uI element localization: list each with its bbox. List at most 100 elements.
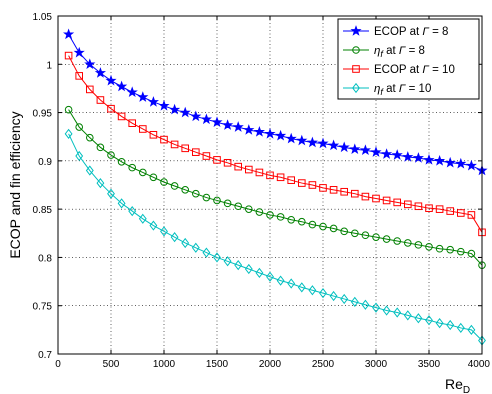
data-point — [393, 307, 402, 318]
series-line — [68, 133, 483, 341]
data-point — [137, 91, 149, 102]
series-1 — [63, 28, 488, 176]
data-point — [190, 110, 202, 122]
legend-label: ECOP at Γ = 8 — [374, 26, 448, 38]
data-point — [446, 245, 455, 254]
data-point — [170, 182, 179, 190]
data-point — [234, 162, 242, 171]
data-point — [213, 196, 221, 205]
legend-entry-3: ECOP at Γ = 10 — [343, 64, 455, 76]
data-point — [467, 211, 476, 219]
data-point — [149, 173, 158, 182]
data-point — [234, 260, 243, 271]
y-tick-label: 0.75 — [33, 302, 53, 313]
data-point — [202, 193, 211, 202]
data-point — [446, 319, 455, 331]
data-point — [359, 144, 371, 155]
data-point — [391, 149, 403, 160]
data-point — [63, 28, 75, 40]
data-point — [85, 165, 94, 176]
series-2 — [64, 105, 486, 269]
data-point — [425, 243, 433, 251]
data-point — [308, 285, 317, 296]
series-line — [68, 34, 483, 171]
y-tick-label: 0.95 — [33, 109, 53, 120]
y-tick-label: 0.7 — [38, 350, 52, 361]
data-point — [308, 220, 317, 229]
data-point — [94, 67, 106, 78]
data-series — [63, 28, 488, 346]
data-point — [351, 189, 359, 198]
data-point — [423, 154, 435, 165]
data-point — [223, 199, 232, 208]
data-point — [139, 125, 147, 133]
data-point — [287, 215, 296, 224]
x-tick-label: 500 — [103, 359, 120, 370]
data-point — [306, 136, 318, 148]
legend-marker — [352, 65, 360, 73]
x-tick-label: 0 — [55, 359, 61, 370]
data-point — [287, 176, 295, 184]
data-point — [202, 247, 211, 258]
data-point — [467, 324, 476, 335]
y-tick-label: 1.05 — [33, 12, 53, 23]
data-point — [435, 244, 444, 253]
data-point — [266, 171, 274, 180]
data-point — [170, 232, 179, 243]
data-point — [75, 123, 83, 131]
series-4 — [64, 128, 486, 346]
data-point — [128, 163, 136, 172]
data-point — [96, 143, 105, 152]
data-point — [275, 129, 287, 141]
data-point — [349, 143, 361, 155]
data-point — [285, 132, 297, 144]
data-point — [211, 116, 223, 127]
data-point — [96, 96, 105, 104]
data-point — [340, 187, 348, 196]
data-point — [160, 135, 168, 144]
data-point — [116, 80, 128, 92]
data-point — [192, 189, 200, 198]
data-point — [372, 302, 380, 313]
data-point — [446, 207, 454, 215]
data-point — [393, 237, 402, 245]
data-point — [105, 74, 117, 86]
data-point — [264, 127, 276, 139]
data-point — [329, 290, 338, 302]
data-point — [467, 249, 476, 258]
data-point — [297, 282, 306, 293]
data-point — [329, 186, 338, 194]
data-point — [245, 205, 253, 213]
legend-entry-1: ECOP at Γ = 8 — [343, 25, 448, 38]
data-point — [202, 152, 211, 160]
data-point — [296, 134, 308, 146]
series-line — [68, 55, 483, 233]
data-point — [298, 179, 306, 187]
data-point — [412, 152, 424, 163]
data-point — [200, 113, 212, 125]
data-point — [245, 165, 253, 174]
data-point — [435, 317, 444, 329]
data-point — [222, 119, 234, 130]
data-point — [147, 96, 159, 107]
data-point — [425, 315, 433, 326]
legend-marker — [350, 25, 362, 36]
data-point — [361, 192, 370, 201]
data-point — [84, 58, 96, 70]
data-point — [158, 99, 170, 111]
y-tick-label: 0.8 — [38, 253, 52, 264]
data-point — [64, 51, 73, 60]
data-point — [317, 137, 329, 149]
data-point — [444, 156, 456, 168]
data-point — [117, 198, 126, 209]
data-point — [243, 124, 255, 135]
data-point — [266, 211, 274, 219]
data-point — [223, 256, 232, 267]
data-point — [232, 121, 244, 132]
data-point — [361, 231, 370, 240]
data-point — [338, 141, 350, 153]
x-axis-title-subscript: D — [463, 385, 470, 394]
y-tick-label: 1 — [46, 60, 52, 71]
data-point — [455, 157, 467, 169]
